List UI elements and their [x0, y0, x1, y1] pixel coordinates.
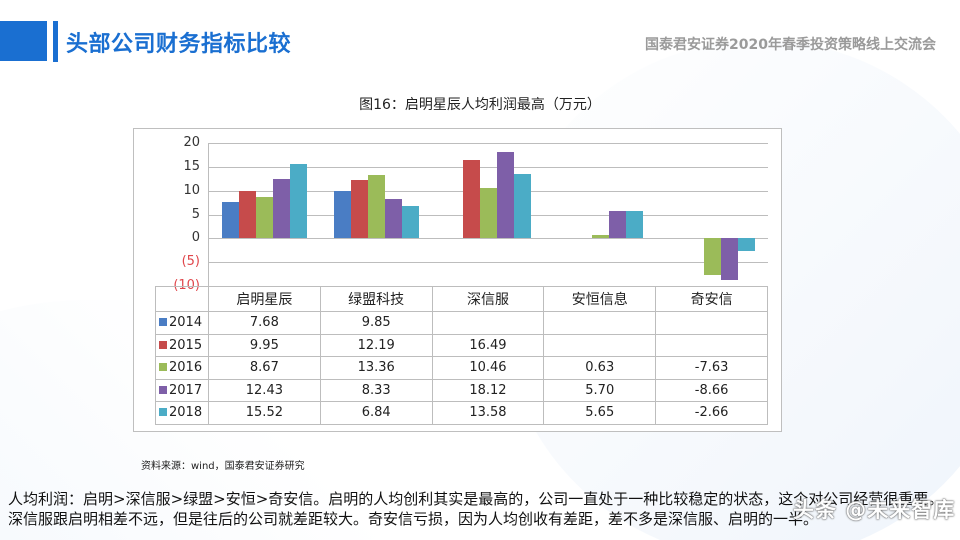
bar-2018	[513, 173, 531, 239]
table-cell: -7.63	[655, 356, 768, 380]
table-cell: 9.85	[319, 311, 433, 335]
table-cell: 16.49	[431, 333, 545, 357]
table-cell: 5.65	[543, 401, 657, 425]
category-label: 奇安信	[655, 286, 768, 312]
bar-2014	[221, 201, 239, 239]
y-tick-label: (5)	[181, 254, 200, 270]
y-tick-label: 15	[183, 158, 200, 174]
bar-2017	[272, 179, 290, 239]
table-row: 2014 7.68 9.85	[155, 311, 768, 335]
legend-swatch-icon	[159, 408, 167, 417]
table-cell	[655, 333, 768, 357]
category-label: 绿盟科技	[319, 286, 433, 312]
table-cell: 6.84	[319, 401, 433, 425]
legend-label: 2014	[169, 315, 203, 331]
table-cell: 8.33	[319, 378, 433, 402]
legend-entry: 2018	[155, 401, 209, 425]
plot-area	[208, 143, 768, 287]
table-row: 2018 15.52 6.84 13.58 5.65 -2.66	[155, 401, 768, 425]
bar-2015	[238, 190, 256, 239]
bar-2016	[479, 188, 497, 239]
gridline	[208, 166, 768, 168]
table-cell: 9.95	[207, 333, 321, 357]
legend-swatch-icon	[159, 385, 167, 394]
header-accent-bar	[53, 21, 58, 62]
category-label: 深信服	[431, 286, 545, 312]
bar-2014	[333, 191, 351, 239]
table-cell	[543, 311, 657, 335]
table-cell: 13.36	[319, 356, 433, 380]
bar-2016	[367, 174, 385, 239]
bar-2017	[608, 211, 626, 239]
table-cell: 5.70	[543, 378, 657, 402]
figure-title: 图16：启明星辰人均利润最高（万元）	[359, 97, 601, 113]
gridline	[208, 143, 768, 144]
data-table-header: 启明星辰 绿盟科技 深信服 安恒信息 奇安信	[155, 286, 768, 312]
bar-2016	[255, 197, 273, 239]
source-note: 资料来源：wind，国泰君安证券研究	[141, 461, 305, 472]
bar-2018	[401, 205, 419, 239]
category-label: 安恒信息	[543, 286, 657, 312]
y-tick-label: 10	[183, 182, 200, 198]
bar-2016	[591, 235, 609, 239]
y-tick-label: 20	[183, 135, 200, 150]
data-table-corner	[155, 286, 209, 312]
data-table: 启明星辰 绿盟科技 深信服 安恒信息 奇安信 2014 7.68 9.85 2015 9.95 1…	[155, 286, 768, 425]
legend-entry: 2017	[155, 378, 209, 402]
watermark: 头条 @未来智库	[793, 498, 956, 522]
header-accent-block	[0, 21, 47, 61]
table-cell: 15.52	[207, 401, 321, 425]
legend-label: 2017	[169, 382, 203, 398]
gridline	[208, 262, 768, 264]
bar-2018	[737, 238, 755, 251]
bar-2018	[625, 211, 643, 239]
table-row: 2016 8.67 13.36 10.46 0.63 -7.63	[155, 356, 768, 380]
legend-swatch-icon	[159, 318, 167, 327]
table-cell: 0.63	[543, 356, 657, 380]
table-cell	[431, 311, 545, 335]
bar-2017	[496, 151, 514, 239]
table-cell: 8.67	[207, 356, 321, 380]
table-cell: -2.66	[655, 401, 768, 425]
gridline	[208, 238, 768, 240]
bar-2017	[384, 198, 402, 239]
table-cell	[543, 333, 657, 357]
table-cell: 12.19	[319, 333, 433, 357]
table-cell: -8.66	[655, 378, 768, 402]
table-cell	[655, 311, 768, 335]
table-row: 2017 12.43 8.33 18.12 5.70 -8.66	[155, 378, 768, 402]
bar-2016	[703, 238, 721, 275]
table-cell: 10.46	[431, 356, 545, 380]
bar-2017	[720, 238, 738, 280]
table-row: 2015 9.95 12.19 16.49	[155, 333, 768, 357]
bar-2015	[350, 180, 368, 239]
table-cell: 18.12	[431, 378, 545, 402]
commentary-text: 人均利润：启明>深信服>绿盟>安恒>奇安信。启明的人均创利其实是最高的，公司一直…	[8, 490, 944, 528]
legend-swatch-icon	[159, 340, 167, 349]
bar-2015	[462, 159, 480, 239]
legend-label: 2016	[169, 360, 203, 376]
legend-swatch-icon	[159, 363, 167, 372]
y-tick-label: 0	[191, 230, 200, 246]
table-cell: 7.68	[207, 311, 321, 335]
legend-label: 2015	[169, 337, 203, 353]
bar-2018	[289, 164, 307, 239]
legend-label: 2018	[169, 405, 203, 421]
table-cell: 13.58	[431, 401, 545, 425]
y-tick-label: 5	[191, 206, 200, 222]
legend-entry: 2015	[155, 333, 209, 357]
event-name: 国泰君安证券2020年春季投资策略线上交流会	[645, 37, 936, 53]
table-cell: 12.43	[207, 378, 321, 402]
legend-entry: 2014	[155, 311, 209, 335]
category-label: 启明星辰	[207, 286, 321, 312]
legend-entry: 2016	[155, 356, 209, 380]
page-title: 头部公司财务指标比较	[66, 32, 292, 57]
